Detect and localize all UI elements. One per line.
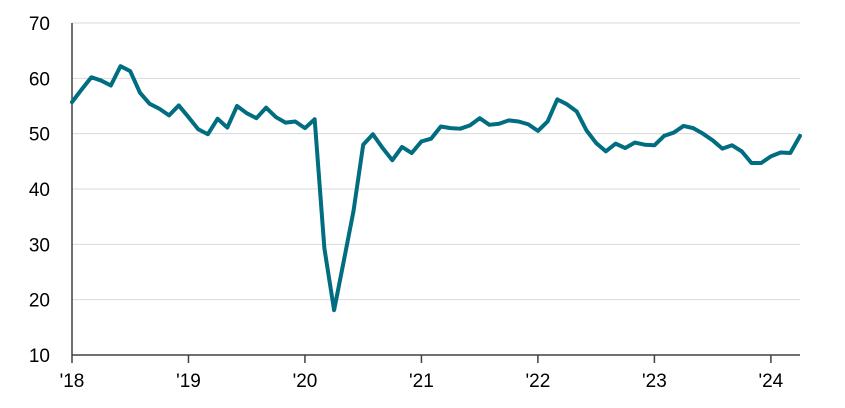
data-point (351, 209, 355, 213)
data-point (449, 126, 453, 130)
data-point (720, 147, 724, 151)
data-point (740, 149, 744, 153)
data-point (196, 127, 200, 131)
y-tick-label: 30 (29, 235, 50, 256)
data-point (128, 69, 132, 73)
data-point (526, 122, 530, 126)
data-point (148, 102, 152, 106)
data-point (584, 128, 588, 132)
data-point (177, 103, 181, 107)
data-point (167, 113, 171, 117)
data-point (410, 151, 414, 155)
data-point (274, 115, 278, 119)
x-tick-label: '20 (293, 371, 318, 392)
grid (72, 22, 800, 301)
data-point (633, 141, 637, 145)
data-point (439, 124, 443, 128)
data-point (70, 100, 74, 104)
y-tick-label: 70 (29, 14, 50, 35)
data-point (691, 126, 695, 130)
data-point (546, 119, 550, 123)
x-tick-label: '22 (526, 371, 551, 392)
data-point (371, 132, 375, 136)
data-point (429, 137, 433, 141)
data-point (769, 154, 773, 158)
data-point (89, 75, 93, 79)
y-tick-label: 50 (29, 125, 50, 146)
series-layer (70, 64, 802, 313)
data-point (332, 308, 336, 312)
data-point (157, 107, 161, 111)
y-tick-label: 40 (29, 180, 50, 201)
x-tick-label: '18 (60, 371, 85, 392)
data-point (779, 150, 783, 154)
data-point (138, 91, 142, 95)
data-point (186, 115, 190, 119)
x-tick-label: '21 (409, 371, 434, 392)
data-point (788, 151, 792, 155)
data-point (254, 116, 258, 120)
data-point (672, 131, 676, 135)
x-tick-label: '19 (176, 371, 201, 392)
data-point (216, 117, 220, 121)
series-line (70, 64, 802, 313)
data-point (293, 119, 297, 123)
y-axis-tick-labels: 10 20 30 40 50 60 70 (29, 14, 50, 367)
data-point (390, 158, 394, 162)
data-point (487, 123, 491, 127)
data-point (284, 121, 288, 125)
data-point (555, 97, 559, 101)
data-point (565, 102, 569, 106)
data-point (458, 127, 462, 131)
x-tick-label: '23 (642, 371, 667, 392)
x-tick-label: '24 (758, 371, 783, 392)
y-tick-label: 60 (29, 69, 50, 90)
data-point (749, 161, 753, 165)
data-point (381, 146, 385, 150)
data-point (119, 64, 123, 68)
data-point (99, 79, 103, 83)
data-point (798, 134, 802, 138)
data-point (575, 110, 579, 114)
data-point (536, 129, 540, 133)
data-point (507, 118, 511, 122)
data-point (109, 84, 113, 88)
data-point (614, 142, 618, 146)
data-point (313, 117, 317, 121)
x-axis: '18 '19 '20 '21 '22 '23 '24 (60, 23, 800, 392)
data-point (497, 122, 501, 126)
data-point (604, 149, 608, 153)
data-point (643, 143, 647, 147)
data-point (264, 106, 268, 110)
data-point (80, 87, 84, 91)
data-point (701, 132, 705, 136)
data-point (730, 143, 734, 147)
data-point (623, 146, 627, 150)
data-point (478, 116, 482, 120)
data-point (206, 132, 210, 136)
data-point (225, 126, 229, 130)
data-point (682, 124, 686, 128)
data-point (400, 145, 404, 149)
data-point (419, 139, 423, 143)
data-point (594, 141, 598, 145)
data-point (662, 134, 666, 138)
data-point (759, 161, 763, 165)
data-point (322, 246, 326, 250)
y-tick-label: 10 (29, 346, 50, 367)
data-point (361, 143, 365, 147)
data-point (342, 259, 346, 263)
data-point (652, 143, 656, 147)
data-point (235, 104, 239, 108)
y-tick-label: 20 (29, 291, 50, 312)
data-point (303, 126, 307, 130)
data-point (517, 119, 521, 123)
data-point (711, 138, 715, 142)
data-point (245, 111, 249, 115)
data-point (468, 123, 472, 127)
